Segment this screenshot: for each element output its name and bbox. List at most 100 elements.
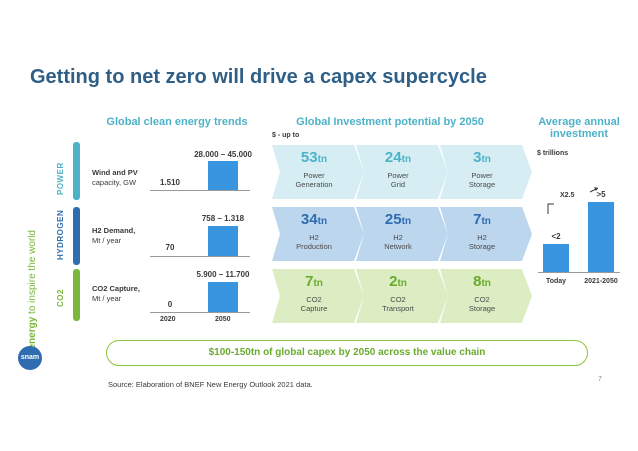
tile-amount-number: 7: [305, 273, 314, 290]
section-title-trends: Global clean energy trends: [106, 116, 248, 128]
tile-caption: H2 Production: [272, 233, 356, 251]
investment-tile-co2-3: 8tn CO2 Storage: [440, 269, 532, 323]
co2-2050-bar: [208, 282, 238, 312]
hydrogen-2020-value: 70: [165, 243, 175, 252]
tile-caption-line2: Storage: [468, 304, 496, 313]
annual-bar-1: [543, 244, 569, 272]
section-title-annual: Average annual investment: [535, 116, 623, 140]
annual-bar-value-label: <2: [551, 232, 561, 241]
investment-tile-hydrogen-2: 25tn H2 Network: [356, 207, 448, 261]
tile-caption-line1: H2: [309, 233, 319, 242]
tile-amount: 53tn: [272, 149, 356, 166]
hydrogen-2050-value: 758 – 1.318: [201, 214, 245, 223]
tile-amount: 34tn: [272, 211, 356, 228]
source-note: Source: Elaboration of BNEF New Energy O…: [108, 380, 313, 389]
tile-amount-number: 34: [300, 211, 318, 228]
tile-caption-line2: Generation: [295, 180, 333, 189]
tile-amount: 3tn: [440, 149, 524, 166]
year-2020-label: 2020: [160, 316, 176, 323]
metric-co2: CO2 Capture, Mt / year: [92, 284, 140, 304]
capex-summary-banner: $100-150tn of global capex by 2050 acros…: [106, 340, 588, 366]
tile-amount: 25tn: [356, 211, 440, 228]
tile-amount: 8tn: [440, 273, 524, 290]
annual-category-label: 2021-2050: [584, 278, 618, 285]
tile-caption-line1: Power: [471, 171, 493, 180]
tile-caption: Power Generation: [272, 171, 356, 189]
tile-amount: 7tn: [440, 211, 524, 228]
metric-hydrogen: H2 Demand, Mt / year: [92, 226, 135, 246]
tile-caption-line2: Capture: [300, 304, 328, 313]
tile-amount-unit: tn: [481, 154, 491, 165]
co2-2020-value: 0: [167, 300, 173, 309]
tile-caption-line2: Network: [384, 242, 412, 251]
tagline: energy to inspire the world: [27, 230, 38, 350]
annual-bar-value-label: >5: [596, 190, 606, 199]
tile-caption-line1: Power: [387, 171, 409, 180]
investment-tile-co2-1: 7tn CO2 Capture: [272, 269, 364, 323]
tile-caption-line1: CO2: [390, 295, 406, 304]
tile-amount-unit: tn: [313, 278, 323, 289]
tile-caption-line1: Power: [303, 171, 325, 180]
annual-title-line1: Average annual: [538, 116, 620, 128]
tile-caption: H2 Network: [356, 233, 440, 251]
tile-amount-number: 2: [389, 273, 398, 290]
tile-caption: CO2 Transport: [356, 295, 440, 313]
investment-tile-hydrogen-1: 34tn H2 Production: [272, 207, 364, 261]
hydrogen-2050-bar: [208, 226, 238, 256]
power-2050-value: 28.000 – 45.000: [194, 150, 252, 159]
metric-co2-unit: Mt / year: [92, 294, 122, 303]
tile-amount-unit: tn: [317, 154, 328, 165]
tile-caption: CO2 Storage: [440, 295, 524, 313]
tile-caption-line2: Storage: [468, 180, 496, 189]
investment-tile-power-3: 3tn Power Storage: [440, 145, 532, 199]
tile-amount-number: 53: [300, 149, 318, 166]
tile-amount-number: 3: [473, 149, 482, 166]
tagline-bold: energy: [27, 316, 38, 350]
investment-tile-co2-2: 2tn CO2 Transport: [356, 269, 448, 323]
tile-amount-number: 24: [384, 149, 402, 166]
investment-unit: $ - up to: [272, 132, 300, 139]
metric-power: Wind and PV capacity, GW: [92, 168, 138, 188]
tile-amount-unit: tn: [397, 278, 407, 289]
tagline-rest: to inspire the world: [27, 230, 38, 317]
tile-amount: 7tn: [272, 273, 356, 290]
tile-amount-number: 7: [473, 211, 482, 228]
tile-amount-unit: tn: [481, 278, 491, 289]
tile-amount-unit: tn: [481, 216, 491, 227]
tile-caption: Power Storage: [440, 171, 524, 189]
tile-caption-line1: CO2: [474, 295, 490, 304]
annual-category-label: Today: [545, 278, 567, 285]
investment-tile-hydrogen-3: 7tn H2 Storage: [440, 207, 532, 261]
growth-arrow-icon: [546, 186, 606, 221]
power-2020-value: 1.510: [159, 178, 181, 187]
annual-title-line2: investment: [549, 128, 609, 140]
metric-power-unit: capacity, GW: [92, 178, 137, 187]
row-label-hydrogen: HYDROGEN: [56, 209, 65, 260]
tile-amount-unit: tn: [317, 216, 328, 227]
tile-amount-unit: tn: [401, 154, 412, 165]
annual-unit: $ trillions: [537, 150, 569, 157]
snam-logo: snam: [18, 346, 42, 370]
tile-caption: Power Grid: [356, 171, 440, 189]
page-title: Getting to net zero will drive a capex s…: [30, 66, 487, 88]
tile-amount: 2tn: [356, 273, 440, 290]
metric-hydrogen-unit: Mt / year: [92, 236, 122, 245]
row-label-co2: CO2: [56, 289, 65, 307]
row-label-power: POWER: [56, 162, 65, 195]
tile-caption-line1: H2: [393, 233, 403, 242]
power-baseline: [150, 190, 250, 191]
metric-hydrogen-name: H2 Demand,: [92, 226, 136, 235]
year-2050-label: 2050: [215, 316, 231, 323]
co2-baseline: [150, 312, 250, 313]
tile-caption-line1: H2: [477, 233, 487, 242]
tile-amount-unit: tn: [401, 216, 412, 227]
tile-amount: 24tn: [356, 149, 440, 166]
tile-caption-line2: Grid: [390, 180, 406, 189]
power-row-bar: [73, 142, 80, 200]
growth-multiplier-label: X2.5: [560, 192, 575, 199]
tile-caption-line2: Transport: [382, 304, 414, 313]
investment-tile-power-2: 24tn Power Grid: [356, 145, 448, 199]
metric-co2-name: CO2 Capture,: [92, 284, 140, 293]
tile-caption-line2: Production: [296, 242, 332, 251]
tile-caption: H2 Storage: [440, 233, 524, 251]
